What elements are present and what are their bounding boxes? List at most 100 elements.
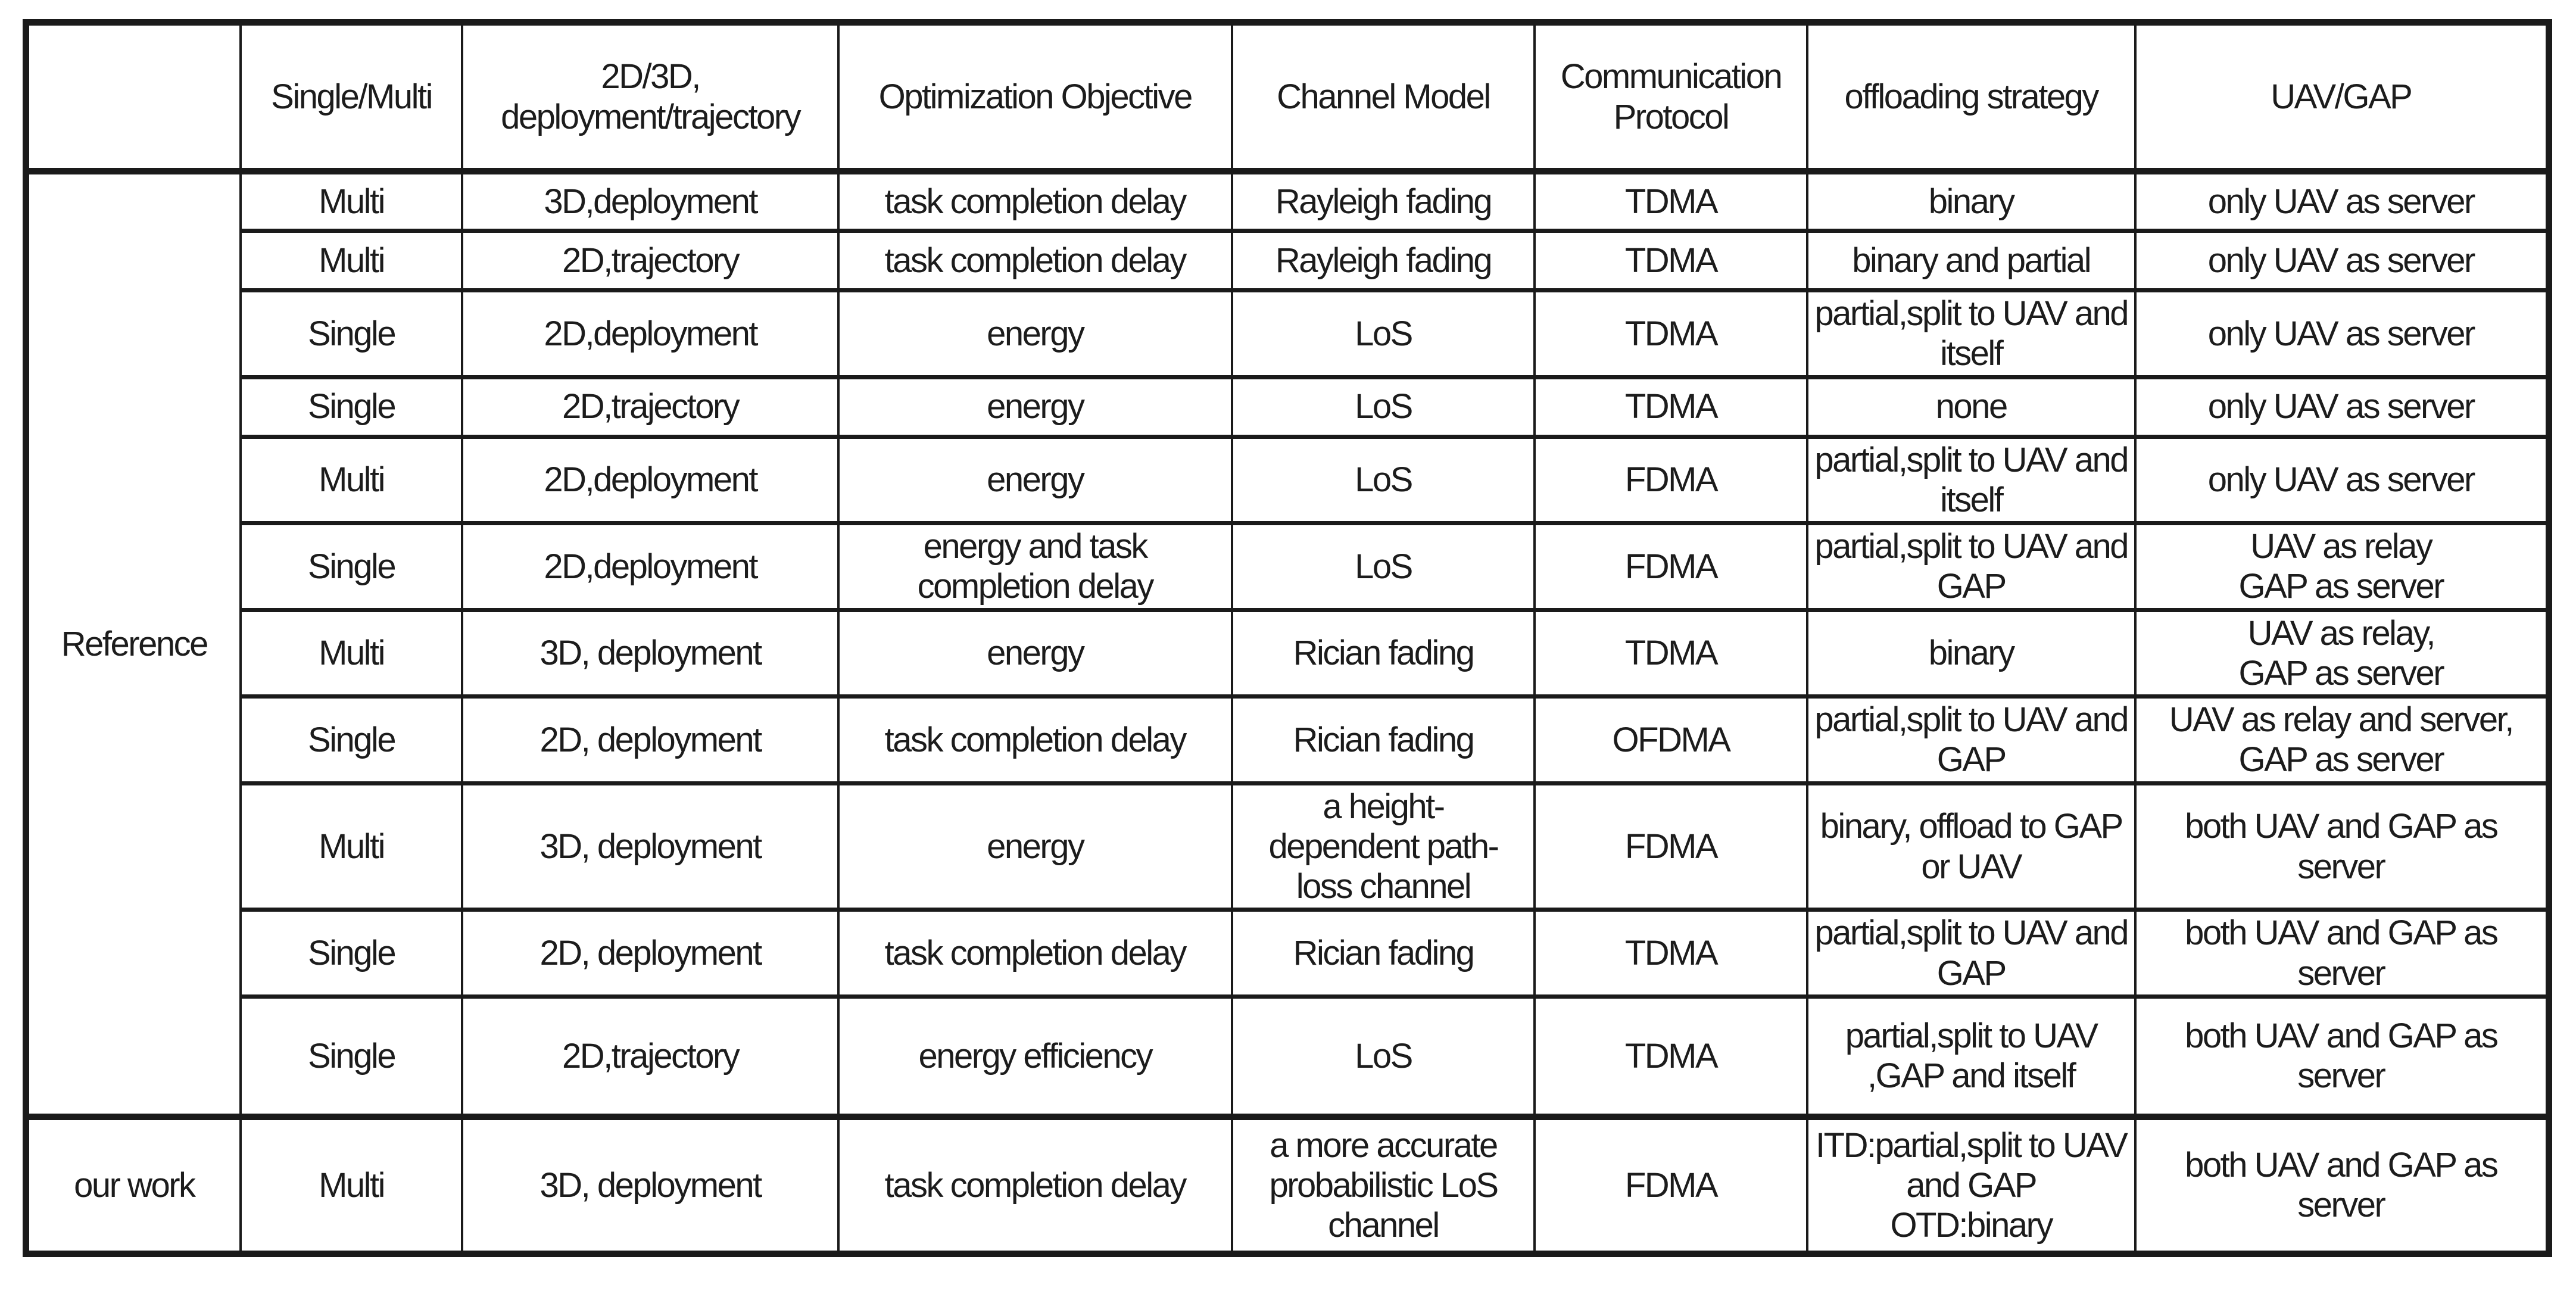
- table-cell: both UAV and GAP as server: [2134, 1113, 2550, 1256]
- table-cell: binary: [1805, 169, 2137, 233]
- table-cell: Multi: [239, 434, 464, 526]
- our-work-row-group: our work Multi 3D, deployment task compl…: [24, 1113, 2550, 1256]
- table-cell: energy efficiency: [837, 994, 1233, 1119]
- table-cell: task completion delay: [837, 908, 1233, 999]
- column-header-channel-model: Channel Model: [1230, 20, 1536, 174]
- table-cell: binary, offload to GAP or UAV: [1805, 781, 2137, 912]
- table-cell: none: [1805, 375, 2137, 439]
- table-cell: partial,split to UAV and itself: [1805, 288, 2137, 379]
- table-row: Single 2D,trajectory energy LoS TDMA non…: [26, 375, 2550, 439]
- table-cell: energy and task completion delay: [837, 521, 1233, 612]
- table-cell: Multi: [239, 1113, 464, 1256]
- column-header-optimization-objective: Optimization Objective: [837, 20, 1233, 174]
- table-cell: a height- dependent path- loss channel: [1230, 781, 1536, 912]
- table-cell: TDMA: [1533, 169, 1808, 233]
- column-header-communication-protocol: Communication Protocol: [1533, 20, 1808, 174]
- table-cell: Rician fading: [1230, 694, 1536, 785]
- table-cell: energy: [837, 434, 1233, 526]
- table-cell: FDMA: [1533, 781, 1808, 912]
- table-cell: Multi: [239, 781, 464, 912]
- table-cell: task completion delay: [837, 229, 1233, 292]
- table-cell: Rayleigh fading: [1230, 229, 1536, 292]
- table-cell: Single: [239, 375, 464, 439]
- table-cell: only UAV as server: [2134, 434, 2550, 526]
- table-cell: 3D, deployment: [461, 1113, 840, 1256]
- table-cell: partial,split to UAV and itself: [1805, 434, 2137, 526]
- table-cell: FDMA: [1533, 521, 1808, 612]
- table-cell: TDMA: [1533, 229, 1808, 292]
- table-cell: Rician fading: [1230, 607, 1536, 699]
- table-cell: ITD:partial,split to UAV and GAP OTD:bin…: [1805, 1113, 2137, 1256]
- table-cell: binary and partial: [1805, 229, 2137, 292]
- table-cell: only UAV as server: [2134, 288, 2550, 379]
- table-cell: TDMA: [1533, 607, 1808, 699]
- table-cell: UAV as relay GAP as server: [2134, 521, 2550, 612]
- table-cell: partial,split to UAV ,GAP and itself: [1805, 994, 2137, 1119]
- row-group-label-reference: Reference: [24, 169, 242, 1119]
- table-cell: OFDMA: [1533, 694, 1808, 785]
- table-cell: energy: [837, 781, 1233, 912]
- table-cell: TDMA: [1533, 994, 1808, 1119]
- table-cell: FDMA: [1533, 434, 1808, 526]
- column-header-uav-gap: UAV/GAP: [2134, 20, 2550, 174]
- table-cell: binary: [1805, 607, 2137, 699]
- table-cell: 3D, deployment: [461, 607, 840, 699]
- table-cell: UAV as relay and server, GAP as server: [2134, 694, 2550, 785]
- table-row: Multi 3D, deployment energy a height- de…: [26, 781, 2550, 912]
- table-cell: LoS: [1230, 375, 1536, 439]
- table-cell: 2D,trajectory: [461, 229, 840, 292]
- table-cell: 2D,trajectory: [461, 375, 840, 439]
- table-cell: 2D, deployment: [461, 908, 840, 999]
- table-cell: energy: [837, 607, 1233, 699]
- table-cell: task completion delay: [837, 1113, 1233, 1256]
- table-cell: Single: [239, 521, 464, 612]
- table-cell: Single: [239, 994, 464, 1119]
- table-cell: Multi: [239, 169, 464, 233]
- table-cell: partial,split to UAV and GAP: [1805, 521, 2137, 612]
- table-row: Single 2D,deployment energy and task com…: [26, 521, 2550, 612]
- table-cell: both UAV and GAP as server: [2134, 908, 2550, 999]
- table-cell: UAV as relay, GAP as server: [2134, 607, 2550, 699]
- table-cell: partial,split to UAV and GAP: [1805, 908, 2137, 999]
- table-row: Single 2D,trajectory energy efficiency L…: [26, 994, 2550, 1119]
- reference-rows-group: Reference Multi 3D,deployment task compl…: [24, 169, 2550, 1119]
- table-cell: LoS: [1230, 288, 1536, 379]
- table-cell: Multi: [239, 607, 464, 699]
- comparison-table: Single/Multi 2D/3D, deployment/trajector…: [23, 19, 2552, 1257]
- table-row: Single 2D, deployment task completion de…: [26, 908, 2550, 999]
- table-cell: TDMA: [1533, 908, 1808, 999]
- table-cell: Single: [239, 908, 464, 999]
- table-cell: LoS: [1230, 521, 1536, 612]
- table-row: Single 2D,deployment energy LoS TDMA par…: [26, 288, 2550, 379]
- table-cell: Multi: [239, 229, 464, 292]
- header-row: Single/Multi 2D/3D, deployment/trajector…: [24, 20, 2550, 174]
- table-row: Reference Multi 3D,deployment task compl…: [24, 169, 2550, 1119]
- table-cell: TDMA: [1533, 288, 1808, 379]
- table-cell: only UAV as server: [2134, 169, 2550, 233]
- table-cell: energy: [837, 288, 1233, 379]
- table-cell: 3D, deployment: [461, 781, 840, 912]
- table-cell: a more accurate probabilistic LoS channe…: [1230, 1113, 1536, 1256]
- table-row: Multi 2D,trajectory task completion dela…: [26, 229, 2550, 292]
- table-cell: Single: [239, 288, 464, 379]
- table-row: Single 2D, deployment task completion de…: [26, 694, 2550, 785]
- table-cell: Rayleigh fading: [1230, 169, 1536, 233]
- table-row: Multi 3D, deployment energy Rician fadin…: [26, 607, 2550, 699]
- table-cell: partial,split to UAV and GAP: [1805, 694, 2137, 785]
- table-cell: 2D,deployment: [461, 521, 840, 612]
- table-cell: only UAV as server: [2134, 375, 2550, 439]
- column-header-blank: [24, 20, 242, 174]
- table-cell: task completion delay: [837, 694, 1233, 785]
- table-cell: LoS: [1230, 994, 1536, 1119]
- table-cell: energy: [837, 375, 1233, 439]
- table-cell: both UAV and GAP as server: [2134, 781, 2550, 912]
- table-cell: 2D,deployment: [461, 288, 840, 379]
- table-cell: only UAV as server: [2134, 229, 2550, 292]
- table-cell: 2D, deployment: [461, 694, 840, 785]
- column-header-single-multi: Single/Multi: [239, 20, 464, 174]
- table-cell: TDMA: [1533, 375, 1808, 439]
- table-cell: 2D,trajectory: [461, 994, 840, 1119]
- row-group-label-our-work: our work: [24, 1113, 242, 1256]
- table-cell: FDMA: [1533, 1113, 1808, 1256]
- table-cell: task completion delay: [837, 169, 1233, 233]
